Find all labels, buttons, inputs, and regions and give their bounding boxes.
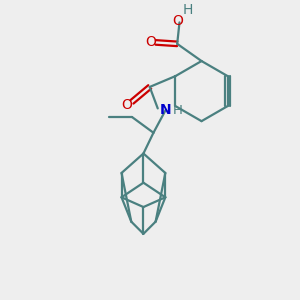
Text: O: O [172, 14, 184, 28]
Text: N: N [160, 103, 172, 117]
Text: H: H [172, 104, 182, 117]
Text: O: O [145, 35, 156, 50]
Text: O: O [122, 98, 132, 112]
Text: H: H [182, 2, 193, 16]
